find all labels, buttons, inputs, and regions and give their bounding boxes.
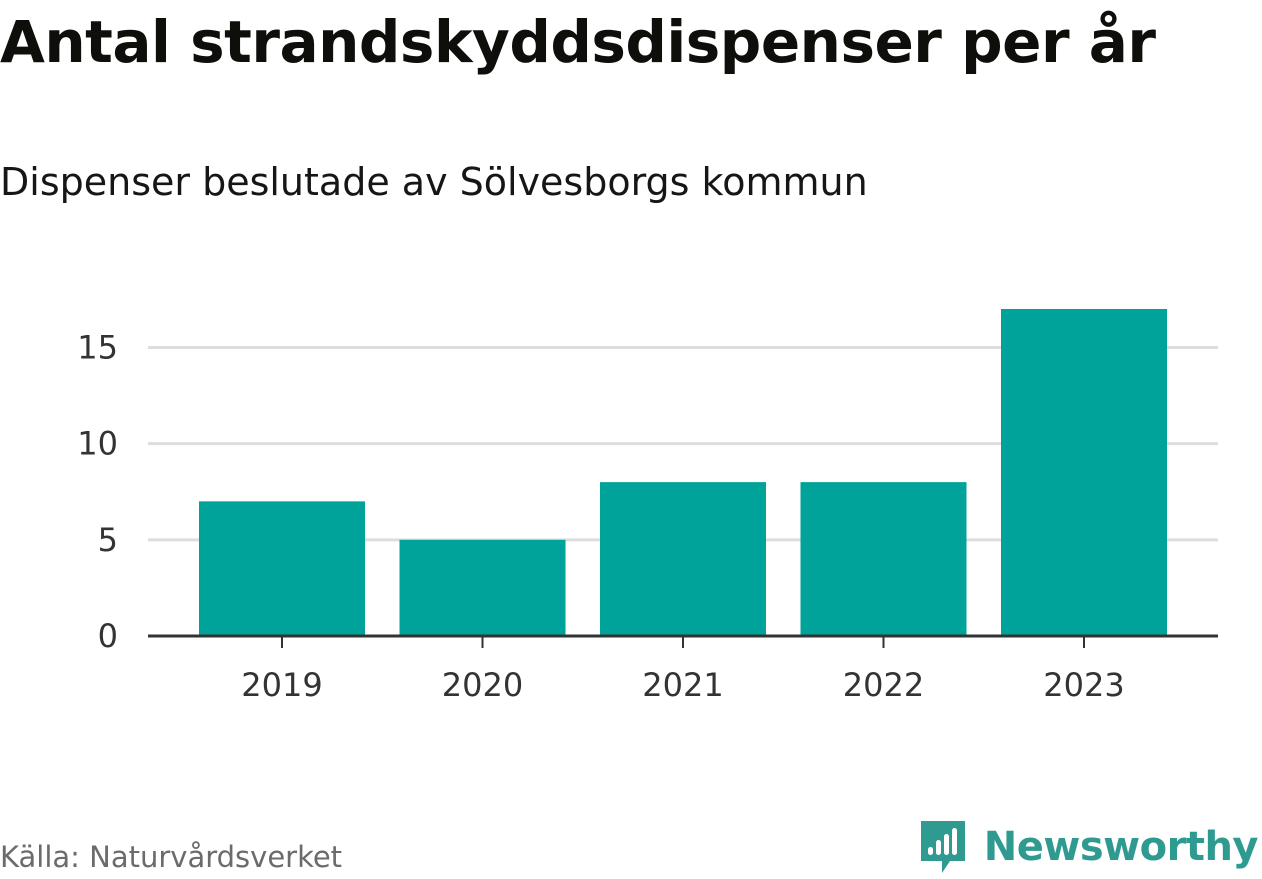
chart-title: Antal strandskyddsdispenser per år — [0, 8, 1156, 76]
bar-2019 — [199, 501, 365, 636]
y-tick-label-0: 0 — [98, 617, 118, 655]
chart-subtitle: Dispenser beslutade av Sölvesborgs kommu… — [0, 160, 868, 204]
brand-logo: Newsworthy — [918, 818, 1259, 876]
bar-2023 — [1001, 309, 1167, 636]
newsworthy-logo-icon — [920, 821, 965, 873]
brand-name: Newsworthy — [983, 824, 1259, 870]
y-tick-label-15: 15 — [77, 328, 118, 366]
x-tick-label-2022: 2022 — [843, 666, 924, 704]
bar-2021 — [600, 482, 766, 636]
axes: 0 5 10 15 2019 2020 2021 2022 2023 — [77, 328, 1218, 704]
x-tick-label-2023: 2023 — [1043, 666, 1124, 704]
x-tick-label-2021: 2021 — [642, 666, 723, 704]
bars — [199, 309, 1167, 636]
bar-2020 — [399, 539, 566, 636]
source-note: Källa: Naturvårdsverket — [0, 840, 343, 874]
bar-2022 — [800, 482, 967, 636]
y-tick-label-10: 10 — [77, 425, 118, 463]
y-tick-label-5: 5 — [98, 521, 118, 559]
x-tick-label-2019: 2019 — [241, 666, 322, 704]
x-tick-label-2020: 2020 — [442, 666, 523, 704]
